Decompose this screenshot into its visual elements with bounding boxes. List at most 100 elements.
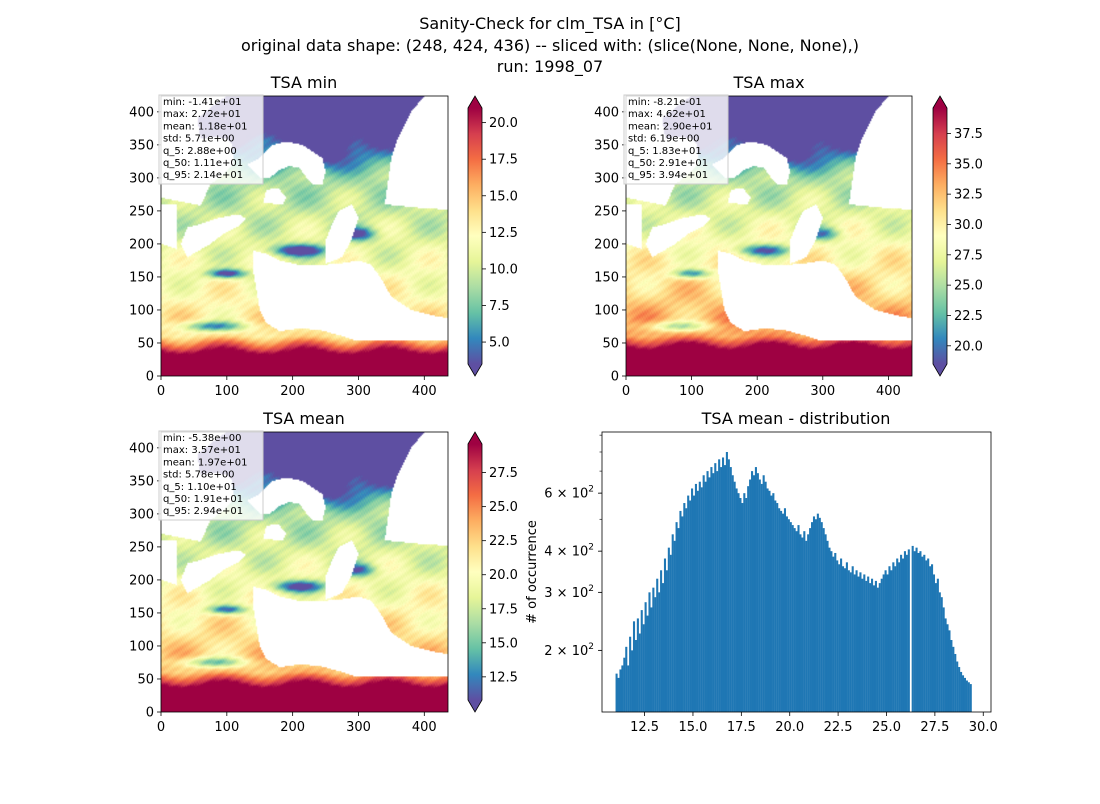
x-tick-label: 300 bbox=[346, 720, 371, 735]
histogram-bar bbox=[880, 578, 883, 712]
colorbar-tick-label: 15.0 bbox=[489, 636, 518, 651]
histogram-bar bbox=[687, 495, 690, 712]
colorbar-tick-label: 12.5 bbox=[489, 670, 518, 685]
histogram-bar bbox=[838, 564, 841, 712]
histogram-bar bbox=[884, 570, 887, 712]
histogram-bar bbox=[751, 471, 754, 712]
histogram-bar bbox=[704, 481, 707, 712]
histogram-bar bbox=[894, 566, 897, 712]
x-tick-label: 27.5 bbox=[920, 720, 949, 735]
histogram-bar bbox=[890, 570, 893, 712]
y-tick-base: 3 × 10 bbox=[544, 586, 588, 601]
x-tick-label: 12.5 bbox=[630, 720, 659, 735]
y-tick-label: 100 bbox=[129, 639, 154, 654]
histogram-bar bbox=[673, 540, 676, 712]
y-tick-base: 4 × 10 bbox=[544, 545, 588, 560]
histogram-bar bbox=[869, 583, 872, 712]
histogram-bar bbox=[741, 503, 744, 712]
x-tick-label: 100 bbox=[214, 720, 239, 735]
histogram-bar bbox=[851, 566, 854, 712]
colorbar-outline bbox=[932, 95, 948, 377]
histogram-bar bbox=[723, 465, 727, 712]
histogram-bar bbox=[857, 576, 860, 712]
histogram-bar bbox=[683, 503, 686, 712]
histogram-bar bbox=[801, 537, 804, 712]
histogram-bar bbox=[652, 587, 655, 712]
histogram-bar bbox=[783, 508, 787, 712]
histogram-bar bbox=[770, 495, 773, 712]
histogram-bar bbox=[809, 528, 812, 712]
histogram-bar bbox=[795, 531, 798, 712]
y-tick-exponent: 2 bbox=[588, 584, 594, 594]
histogram-bar bbox=[720, 467, 723, 712]
colorbar-tick-label: 5.0 bbox=[489, 336, 510, 351]
histogram-bar bbox=[911, 545, 914, 712]
histogram-bar bbox=[714, 463, 717, 712]
y-tick-label: 150 bbox=[129, 606, 154, 621]
histogram-bar bbox=[785, 516, 788, 712]
histogram-bar bbox=[811, 522, 814, 712]
histogram-bar bbox=[938, 592, 941, 712]
histogram-bar bbox=[832, 556, 835, 712]
suptitle-line-2: original data shape: (248, 424, 436) -- … bbox=[241, 36, 859, 55]
y-tick-label: 400 bbox=[129, 105, 154, 120]
histogram-bar bbox=[718, 459, 721, 712]
x-tick-label: 0 bbox=[157, 384, 165, 399]
stat-line: mean: 2.90e+01 bbox=[628, 121, 712, 132]
y-tick-label: 250 bbox=[594, 204, 619, 219]
histogram-bar bbox=[944, 618, 947, 712]
colorbar-outline bbox=[467, 431, 483, 713]
histogram-bar bbox=[629, 636, 632, 712]
colorbar: 20.0 22.5 25.0 27.5 30.0 32.5 35.0 37.5 bbox=[932, 95, 983, 377]
colorbar-extend-min bbox=[468, 364, 482, 376]
suptitle-line-3: run: 1998_07 bbox=[497, 57, 603, 77]
x-tick-label: 200 bbox=[745, 384, 770, 399]
histogram-bar bbox=[698, 481, 701, 712]
stat-line: q_95: 3.94e+01 bbox=[628, 170, 708, 181]
histogram-bar bbox=[845, 562, 848, 712]
y-tick-label: 250 bbox=[129, 204, 154, 219]
histogram-bar bbox=[739, 498, 742, 712]
histogram-bar bbox=[646, 615, 649, 712]
histogram-bar bbox=[743, 493, 746, 712]
histogram-bar bbox=[874, 580, 877, 712]
colorbar-tick-label: 20.0 bbox=[489, 116, 518, 131]
histogram-bar bbox=[638, 633, 641, 712]
histogram-bar bbox=[932, 574, 936, 712]
histogram-bar bbox=[886, 574, 889, 712]
colorbar: 5.0 7.5 10.0 12.5 15.0 17.5 20.0 bbox=[467, 95, 518, 377]
histogram-bar bbox=[958, 667, 961, 712]
histogram-bars bbox=[615, 451, 972, 712]
y-tick-label: 400 bbox=[129, 441, 154, 456]
histogram-bar bbox=[936, 578, 939, 712]
y-tick-label: 350 bbox=[594, 138, 619, 153]
histogram-bar bbox=[940, 597, 943, 712]
colorbar-tick-label: 20.0 bbox=[489, 568, 518, 583]
histogram-bar bbox=[694, 483, 697, 712]
histogram-bar bbox=[752, 475, 756, 712]
histogram-bar bbox=[803, 531, 806, 712]
histogram-bar bbox=[621, 665, 624, 712]
y-tick-label: 200 bbox=[594, 237, 619, 252]
panel-title: TSA max bbox=[732, 73, 804, 92]
y-tick-label: 400 bbox=[594, 105, 619, 120]
histogram-bar bbox=[677, 528, 680, 712]
panel-tsa-mean-distribution: TSA mean - distribution 12.5 15.0 17.5 20.0… bbox=[525, 409, 998, 735]
histogram-bar bbox=[927, 558, 930, 712]
histogram-bar bbox=[965, 680, 968, 712]
histogram-bar bbox=[768, 490, 771, 712]
histogram-bar bbox=[963, 677, 966, 712]
histogram-bar bbox=[896, 558, 899, 712]
histogram-bar bbox=[915, 547, 918, 712]
histogram-bar bbox=[960, 671, 963, 712]
histogram-bar bbox=[812, 516, 816, 712]
histogram-bar bbox=[669, 554, 672, 712]
stat-line: q_50: 2.91e+01 bbox=[628, 158, 708, 169]
histogram-bar bbox=[625, 646, 628, 712]
panel-title: TSA mean bbox=[262, 409, 345, 428]
histogram-bar bbox=[816, 513, 819, 712]
histogram-bar bbox=[818, 517, 821, 712]
histogram-bar bbox=[888, 566, 891, 712]
y-tick-label: 200 bbox=[129, 573, 154, 588]
y-tick-label: 300 bbox=[129, 171, 154, 186]
